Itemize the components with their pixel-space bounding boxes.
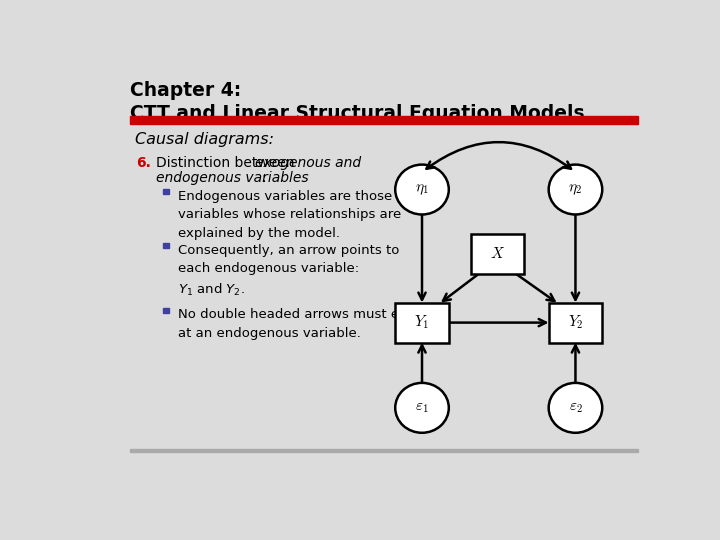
Bar bbox=[130, 449, 638, 453]
Text: $X$: $X$ bbox=[490, 246, 505, 261]
Text: $Y_2$: $Y_2$ bbox=[567, 314, 583, 332]
Text: exogenous and: exogenous and bbox=[255, 156, 361, 170]
Bar bbox=[163, 189, 169, 194]
Text: $\varepsilon_1$: $\varepsilon_1$ bbox=[415, 400, 429, 415]
Ellipse shape bbox=[395, 165, 449, 214]
Text: No double headed arrows must end
at an endogenous variable.: No double headed arrows must end at an e… bbox=[178, 308, 415, 340]
Text: $\eta_1$: $\eta_1$ bbox=[415, 182, 429, 197]
Text: Chapter 4:: Chapter 4: bbox=[130, 82, 241, 100]
Text: 6.: 6. bbox=[136, 156, 150, 170]
Ellipse shape bbox=[549, 165, 602, 214]
Bar bbox=[163, 308, 169, 313]
Text: $\eta_2$: $\eta_2$ bbox=[568, 182, 582, 197]
Text: Causal diagrams:: Causal diagrams: bbox=[135, 132, 274, 147]
Ellipse shape bbox=[395, 383, 449, 433]
Bar bbox=[130, 116, 638, 124]
Bar bbox=[395, 302, 449, 342]
Text: $Y_1$: $Y_1$ bbox=[414, 314, 430, 332]
Text: Endogenous variables are those
variables whose relationships are
explained by th: Endogenous variables are those variables… bbox=[178, 190, 401, 240]
Bar bbox=[471, 234, 524, 274]
Bar bbox=[549, 302, 602, 342]
Text: :: : bbox=[262, 171, 266, 185]
Ellipse shape bbox=[549, 383, 602, 433]
Bar bbox=[163, 243, 169, 248]
Text: Consequently, an arrow points to
each endogenous variable:
$Y_1$ and $Y_2$.: Consequently, an arrow points to each en… bbox=[178, 244, 399, 298]
Text: Distinction between: Distinction between bbox=[156, 156, 299, 170]
Text: endogenous variables: endogenous variables bbox=[156, 171, 308, 185]
FancyArrowPatch shape bbox=[426, 142, 571, 169]
Text: CTT and Linear Structural Equation Models: CTT and Linear Structural Equation Model… bbox=[130, 104, 585, 123]
Text: $\varepsilon_2$: $\varepsilon_2$ bbox=[569, 400, 582, 415]
